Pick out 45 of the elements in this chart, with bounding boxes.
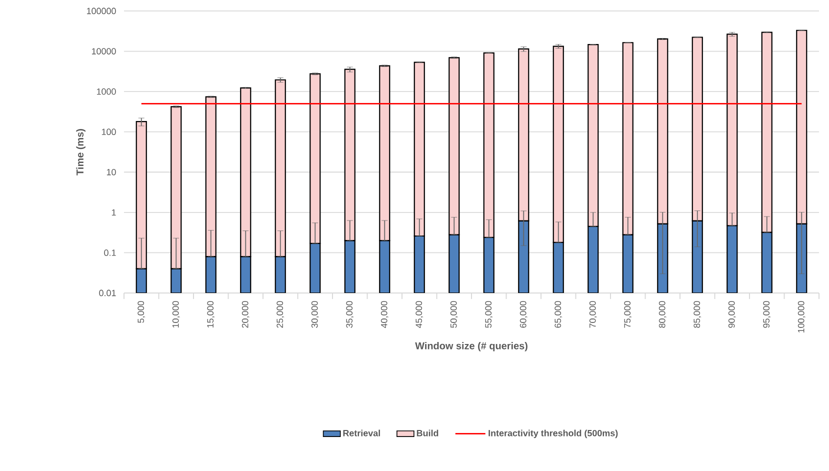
bar [483,236,494,293]
y-tick-label: 10000 [92,48,116,54]
x-tick-label: 100,000 [798,301,806,332]
x-tick-label: 75,000 [624,301,632,328]
y-tick-label: 10 [106,168,116,176]
x-tick-label: 35,000 [346,301,354,328]
x-tick-label: 15,000 [207,301,215,328]
bar [761,232,772,293]
bar [552,242,564,293]
x-tick-label: 30,000 [311,301,319,328]
bar [448,234,460,293]
y-axis-title: Time (ms) [76,129,86,176]
x-tick-label: 55,000 [485,301,493,328]
bar [414,235,425,293]
legend-label: Build [416,430,438,436]
y-tick-label: 0.1 [104,250,116,256]
x-tick-label: 5,000 [138,301,146,323]
legend-label: Interactivity threshold (500ms) [488,430,618,438]
y-tick-label: 100 [102,128,116,136]
x-tick-label: 85,000 [694,301,702,328]
x-axis-title: Window size (# queries) [415,342,528,352]
legend-label: Retrieval [343,430,380,436]
x-tick-label: 60,000 [520,301,528,328]
y-tick-label: 0.01 [99,290,116,296]
x-tick-label: 90,000 [728,301,736,328]
y-tick-label: 100000 [87,8,116,14]
x-tick-label: 70,000 [589,301,597,328]
y-tick-label: 1000 [96,88,116,95]
x-tick-label: 45,000 [416,301,424,328]
x-tick-label: 50,000 [450,301,458,328]
bar [692,220,703,293]
x-tick-label: 95,000 [763,301,771,328]
bar [170,268,182,293]
bar [588,226,599,293]
bar [622,234,634,293]
x-tick-label: 80,000 [658,301,666,328]
bar [518,220,530,293]
bar [136,268,147,293]
x-tick-label: 10,000 [172,301,180,328]
y-tick-label: 1 [112,209,116,216]
x-tick-label: 20,000 [242,301,250,328]
bar [310,242,321,293]
x-tick-label: 25,000 [276,301,284,328]
x-tick-label: 65,000 [554,301,562,328]
x-tick-label: 40,000 [380,301,388,328]
